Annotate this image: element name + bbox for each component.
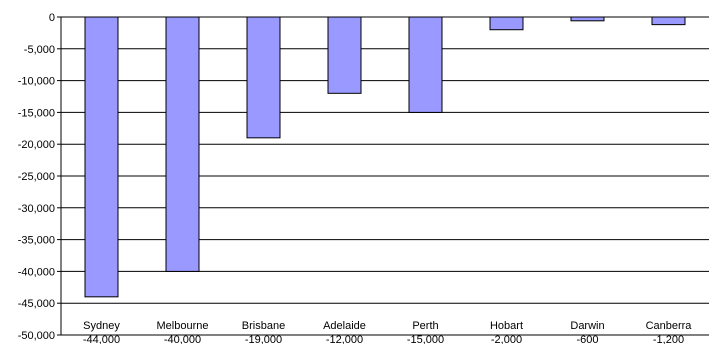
bar-brisbane [246, 16, 281, 139]
category-label: Darwin [570, 320, 604, 332]
y-tick-label: -40,000 [18, 266, 55, 278]
value-label: -12,000 [326, 334, 363, 344]
y-tick-label: -50,000 [18, 330, 55, 342]
value-label: -1,200 [653, 334, 684, 344]
y-tick-label: -30,000 [18, 203, 55, 215]
value-label: -2,000 [491, 334, 522, 344]
y-tick-label: -35,000 [18, 235, 55, 247]
category-label: Brisbane [242, 320, 285, 332]
bar-darwin [570, 16, 605, 22]
y-tick-label: -15,000 [18, 107, 55, 119]
y-tick-label: -25,000 [18, 171, 55, 183]
bar-hobart [489, 16, 524, 31]
value-label: -600 [576, 334, 598, 344]
y-tick-label: 0 [49, 12, 55, 24]
category-label: Canberra [646, 320, 693, 332]
category-labels: Sydney Melbourne Brisbane Adelaide Perth Hoba… [83, 320, 692, 332]
value-label: -19,000 [245, 334, 282, 344]
value-label: -15,000 [407, 334, 444, 344]
category-label: Sydney [83, 320, 120, 332]
value-label: -40,000 [164, 334, 201, 344]
bar-adelaide [327, 16, 362, 94]
y-tick-labels: 0 -5,000 -10,000 -15,000 -20,000 -25,000 -30,0… [18, 12, 55, 342]
value-labels: -44,000 -40,000 -19,000 -12,000 -15,000 -2,00… [83, 334, 684, 344]
axes [57, 16, 62, 336]
y-tick-label: -10,000 [18, 76, 55, 88]
y-tick-label: -5,000 [24, 44, 55, 56]
bar-perth [408, 16, 443, 113]
y-tick-label: -45,000 [18, 298, 55, 310]
y-tick-label: -20,000 [18, 139, 55, 151]
value-label: -44,000 [83, 334, 120, 344]
category-label: Adelaide [323, 320, 366, 332]
category-label: Perth [412, 320, 438, 332]
bar-canberra [651, 16, 686, 26]
gridlines [61, 16, 709, 336]
bars [84, 16, 686, 298]
bar-sydney [84, 16, 119, 298]
category-label: Melbourne [157, 320, 209, 332]
category-label: Hobart [490, 320, 523, 332]
bar-melbourne [165, 16, 200, 272]
